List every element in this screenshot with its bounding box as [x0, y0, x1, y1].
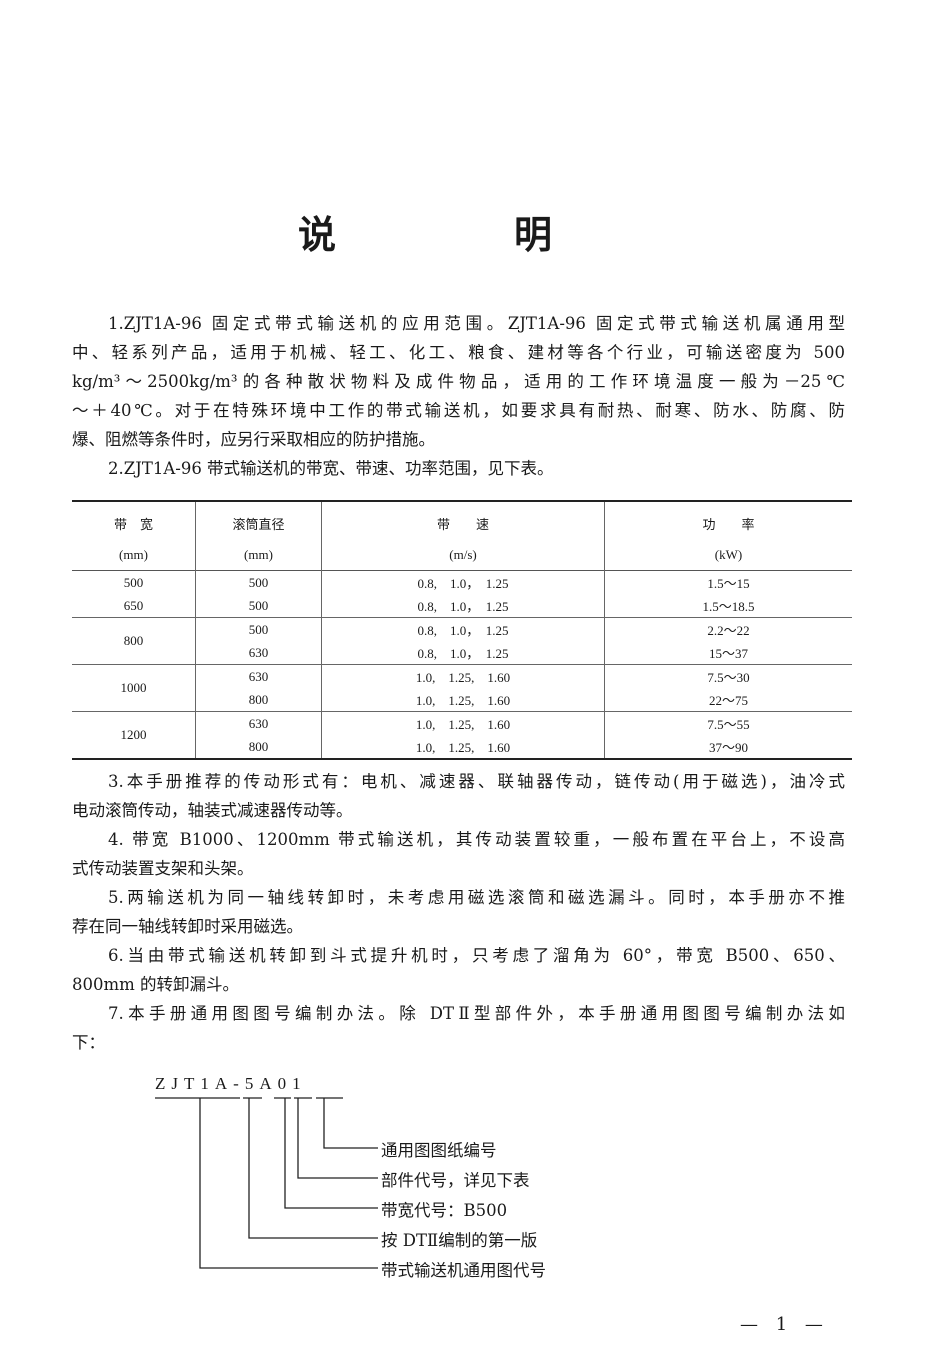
cell-power: 1.5～15: [604, 570, 852, 594]
paragraph-line: 式传动装置支架和头架。: [72, 859, 254, 878]
paragraph-line: 中、轻系列产品，适用于机械、轻工、化工、粮食、建材等各个行业，可输送密度为 50…: [72, 343, 845, 362]
cell-drum: 800: [195, 688, 322, 712]
cell-drum: 800: [195, 735, 322, 759]
paragraph-line: 7.本手册通用图图号编制办法。除 DTⅡ型部件外，本手册通用图图号编制办法如: [108, 1004, 845, 1023]
paragraph-line: 2.ZJT1A-96 带式输送机的带宽、带速、功率范围，见下表。: [108, 459, 554, 478]
label-component-code: 部件代号，详见下表: [381, 1171, 530, 1190]
unit-power: (kW): [604, 539, 852, 571]
unit-belt-speed: (m/s): [321, 539, 605, 571]
cell-drum: 630: [195, 641, 322, 665]
label-first-edition: 按 DTⅡ编制的第一版: [381, 1231, 538, 1250]
table-row: 630 0.8, 1.0， 1.25 15～37: [72, 641, 852, 665]
cell-drum: 500: [195, 570, 322, 594]
col-header-drum-diameter: 滚筒直径: [195, 500, 322, 539]
drawing-code: ZJT1A-5A01: [155, 1074, 307, 1093]
table-row: 800 500 0.8, 1.0， 1.25 2.2～22: [72, 617, 852, 665]
cell-speed: 1.0, 1.25, 1.60: [321, 711, 605, 735]
cell-drum: 630: [195, 711, 322, 735]
cell-power: 22～75: [604, 688, 852, 712]
table-row: 800 1.0, 1.25, 1.60 37～90: [72, 735, 852, 759]
paragraph-line: kg/m³～2500kg/m³的各种散状物料及成件物品，适用的工作环境温度一般为…: [72, 372, 845, 391]
col-header-belt-speed: 带 速: [321, 500, 605, 539]
cell-speed: 1.0, 1.25, 1.60: [321, 688, 605, 712]
cell-power: 15～37: [604, 641, 852, 665]
cell-power: 1.5～18.5: [604, 594, 852, 618]
paragraph-line: 1.ZJT1A-96 固定式带式输送机的应用范围。ZJT1A-96 固定式带式输…: [108, 314, 845, 333]
cell-speed: 0.8, 1.0， 1.25: [321, 617, 605, 641]
cell-width: 800: [72, 617, 196, 665]
cell-width: 650: [123, 597, 144, 613]
cell-power: 7.5～55: [604, 711, 852, 735]
label-general-drawing-code: 带式输送机通用图代号: [381, 1261, 546, 1280]
cell-speed: 0.8, 1.0， 1.25: [321, 594, 605, 618]
cell-width: 1000: [72, 664, 196, 712]
cell-speed: 0.8, 1.0， 1.25: [321, 570, 605, 594]
col-header-belt-width: 带 宽: [72, 500, 196, 539]
unit-drum-diameter: (mm): [195, 539, 322, 571]
cell-power: 37～90: [604, 735, 852, 759]
paragraph-line: 800mm 的转卸漏斗。: [72, 975, 240, 994]
paragraph-line: 5.两输送机为同一轴线转卸时，未考虑用磁选滚筒和磁选漏斗。同时，本手册亦不推: [108, 888, 845, 907]
label-belt-width-code: 带宽代号：B500: [381, 1201, 508, 1220]
paragraph-line: 4. 带宽 B1000、1200mm 带式输送机，其传动装置较重，一般布置在平台…: [108, 830, 845, 849]
paragraph-line: 电动滚筒传动，轴装式减速器传动等。: [72, 801, 353, 820]
cell-width: 500: [123, 574, 144, 590]
cell-drum: 500: [195, 617, 322, 641]
table-row: 1000 630 1.0, 1.25, 1.60 7.5～30: [72, 664, 852, 712]
paragraph-line: 下：: [72, 1033, 105, 1052]
paragraph-line: 3.本手册推荐的传动形式有：电机、减速器、联轴器传动，链传动(用于磁选)，油冷式: [108, 772, 845, 791]
unit-belt-width: (mm): [119, 546, 148, 562]
cell-speed: 0.8, 1.0， 1.25: [321, 641, 605, 665]
cell-power: 2.2～22: [604, 617, 852, 641]
cell-drum: 500: [195, 594, 322, 618]
paragraph-line: 荐在同一轴线转卸时采用磁选。: [72, 917, 303, 936]
col-header-power: 功 率: [604, 500, 852, 539]
cell-width: 1200: [72, 711, 196, 760]
page-title: 说 明: [297, 212, 622, 257]
table-row: 1200 630 1.0, 1.25, 1.60 7.5～55: [72, 711, 852, 760]
table-row: 650 500 0.8, 1.0， 1.25 1.5～18.5: [72, 594, 852, 618]
page-number: — 1 —: [740, 1314, 829, 1335]
paragraph-line: 爆、阻燃等条件时，应另行采取相应的防护措施。: [72, 430, 435, 449]
label-drawing-number: 通用图图纸编号: [381, 1141, 497, 1160]
cell-power: 7.5～30: [604, 664, 852, 688]
spec-table: 带 宽 滚筒直径 带 速 功 率 (mm) (mm) (m/s) (kW) 50…: [72, 500, 852, 760]
cell-drum: 630: [195, 664, 322, 688]
cell-speed: 1.0, 1.25, 1.60: [321, 735, 605, 759]
paragraph-line: 6.当由带式输送机转卸到斗式提升机时，只考虑了溜角为 60°，带宽 B500、6…: [108, 946, 845, 965]
paragraph-line: ～＋40℃。对于在特殊环境中工作的带式输送机，如要求具有耐热、耐寒、防水、防腐、…: [72, 401, 845, 420]
table-row: 800 1.0, 1.25, 1.60 22～75: [72, 688, 852, 712]
cell-speed: 1.0, 1.25, 1.60: [321, 664, 605, 688]
table-row: 500 500 0.8, 1.0， 1.25 1.5～15: [72, 570, 852, 594]
